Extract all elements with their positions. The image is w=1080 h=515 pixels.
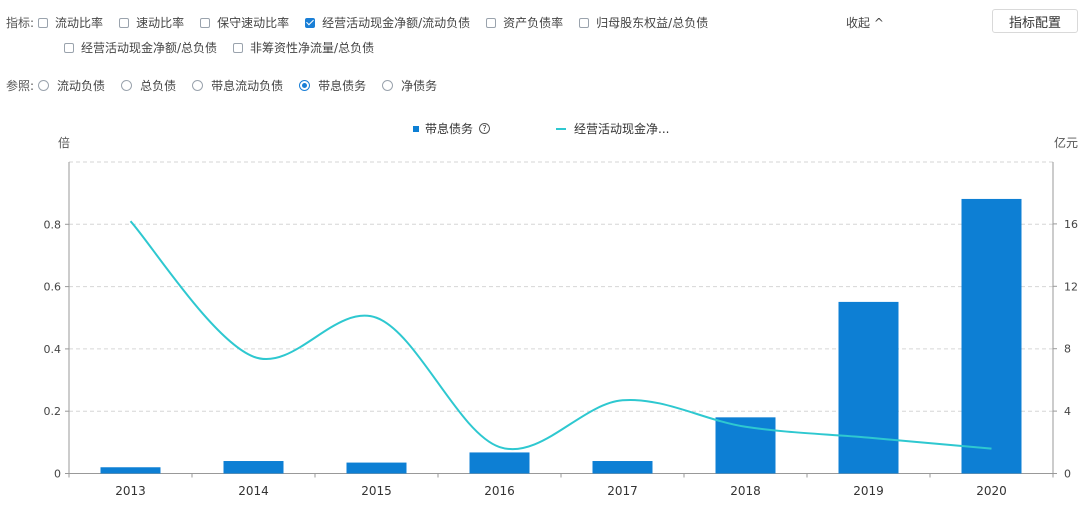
reference-option[interactable]: 带息债务 (299, 77, 366, 94)
right-tick-label: 4 (1064, 405, 1071, 418)
reference-option[interactable]: 流动负债 (38, 77, 105, 94)
series-line (129, 220, 992, 450)
left-tick-label: 0.4 (44, 343, 62, 356)
indicator-option[interactable]: 流动比率 (38, 14, 103, 31)
indicator-option[interactable]: 归母股东权益/总负债 (579, 14, 708, 31)
reference-option[interactable]: 净债务 (382, 77, 437, 94)
reference-option[interactable]: 带息流动负债 (192, 77, 283, 94)
collapse-toggle[interactable]: 收起 ^ (846, 16, 884, 30)
right-axis-unit: 亿元 (1054, 136, 1079, 150)
legend-line-series[interactable]: 经营活动现金净... (556, 120, 669, 137)
left-tick-label: 0.6 (44, 281, 62, 294)
indicator-option[interactable]: 经营活动现金净额/总负债 (64, 39, 217, 56)
x-tick-label: 2017 (607, 484, 638, 498)
reference-row: 参照: 流动负债 总负债 带息流动负债 带息债务 净债务 (6, 77, 453, 94)
x-tick-label: 2018 (730, 484, 761, 498)
bar-swatch (413, 125, 419, 132)
indicator-option[interactable]: 非筹资性净流量/总负债 (233, 39, 374, 56)
right-tick-label: 8 (1064, 343, 1071, 356)
line-swatch (556, 127, 566, 130)
checkbox[interactable] (486, 17, 497, 28)
x-tick-label: 2014 (238, 484, 269, 498)
left-tick-label: 0 (54, 468, 61, 481)
right-tick-label: 16 (1064, 218, 1078, 231)
reference-option[interactable]: 总负债 (121, 77, 176, 94)
radio-selected[interactable] (299, 80, 311, 91)
bar (100, 467, 161, 474)
question-icon[interactable]: ? (479, 123, 491, 134)
checkbox[interactable] (579, 17, 590, 28)
checkbox-checked[interactable] (305, 17, 316, 28)
bar (469, 452, 530, 474)
right-tick-label: 0 (1064, 468, 1071, 481)
checkbox[interactable] (38, 17, 49, 28)
checkbox[interactable] (64, 42, 74, 53)
indicator-option[interactable]: 保守速动比率 (200, 14, 289, 31)
bar (223, 461, 284, 474)
checkbox[interactable] (119, 17, 130, 28)
left-tick-label: 0.8 (44, 218, 62, 231)
indicator-option[interactable]: 资产负债率 (486, 14, 563, 31)
x-tick-label: 2016 (484, 484, 515, 498)
left-tick-label: 0.2 (44, 405, 62, 418)
x-tick-label: 2020 (976, 484, 1007, 498)
radio[interactable] (121, 80, 133, 91)
radio[interactable] (382, 80, 394, 91)
indicator-option[interactable]: 经营活动现金净额/流动负债 (305, 14, 470, 31)
checkbox[interactable] (200, 17, 211, 28)
indicator-label: 指标: (6, 16, 35, 30)
bar (961, 198, 1022, 474)
indicator-row-1: 指标: 流动比率 速动比率 保守速动比率 经营活动现金净额/流动负债 资产负债率… (6, 14, 724, 31)
indicator-row-2: 经营活动现金净额/总负债 非筹资性净流量/总负债 (64, 39, 390, 56)
x-tick-label: 2019 (853, 484, 884, 498)
x-tick-label: 2013 (115, 484, 146, 498)
indicator-config-button[interactable]: 指标配置 (992, 9, 1078, 33)
right-tick-label: 12 (1064, 280, 1078, 293)
radio[interactable] (38, 80, 50, 91)
bar (838, 301, 899, 474)
bar (346, 462, 407, 474)
left-axis-unit: 倍 (58, 136, 71, 150)
bar (592, 461, 653, 474)
radio[interactable] (192, 80, 204, 91)
checkbox[interactable] (233, 42, 244, 53)
indicator-option[interactable]: 速动比率 (119, 14, 184, 31)
legend-bar-series[interactable]: 带息债务 ? (413, 120, 491, 137)
x-tick-label: 2015 (361, 484, 392, 498)
reference-label: 参照: (6, 79, 35, 93)
